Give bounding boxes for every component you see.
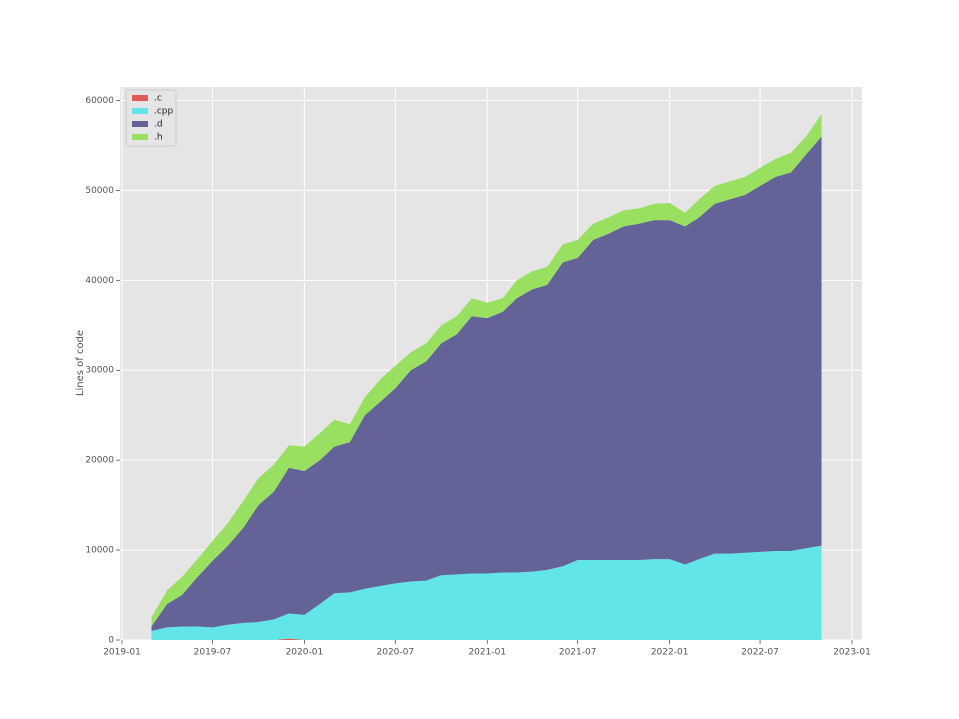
legend-label: .d <box>154 120 163 130</box>
x-tick-label: 2021-07 <box>559 648 597 658</box>
legend-swatch <box>132 134 148 140</box>
area <box>151 638 822 640</box>
x-tick-label: 2022-07 <box>741 648 779 658</box>
legend-swatch <box>132 95 148 101</box>
y-tick-label: 10000 <box>85 546 114 556</box>
y-tick-label: 60000 <box>85 96 114 106</box>
x-tick-label: 2019-01 <box>103 648 141 658</box>
legend-label: .cpp <box>154 107 174 117</box>
x-tick-label: 2020-01 <box>286 648 324 658</box>
legend-label: .c <box>154 94 162 104</box>
y-tick-label: 20000 <box>85 456 114 466</box>
y-tick-label: 50000 <box>85 186 114 196</box>
y-axis-label: Lines of code <box>75 330 86 396</box>
x-tick-label: 2021-01 <box>468 648 506 658</box>
y-tick-label: 40000 <box>85 276 114 286</box>
legend-swatch <box>132 121 148 127</box>
x-tick-label: 2019-07 <box>194 648 232 658</box>
y-tick-label: 0 <box>108 636 114 646</box>
y-tick-label: 30000 <box>85 366 114 376</box>
area <box>151 136 822 632</box>
legend-swatch <box>132 108 148 114</box>
legend-box <box>125 89 177 147</box>
x-tick-label: 2020-07 <box>377 648 415 658</box>
x-tick-label: 2023-01 <box>833 648 871 658</box>
area <box>151 545 822 640</box>
x-tick-label: 2022-01 <box>651 648 689 658</box>
legend-label: .h <box>154 133 163 143</box>
